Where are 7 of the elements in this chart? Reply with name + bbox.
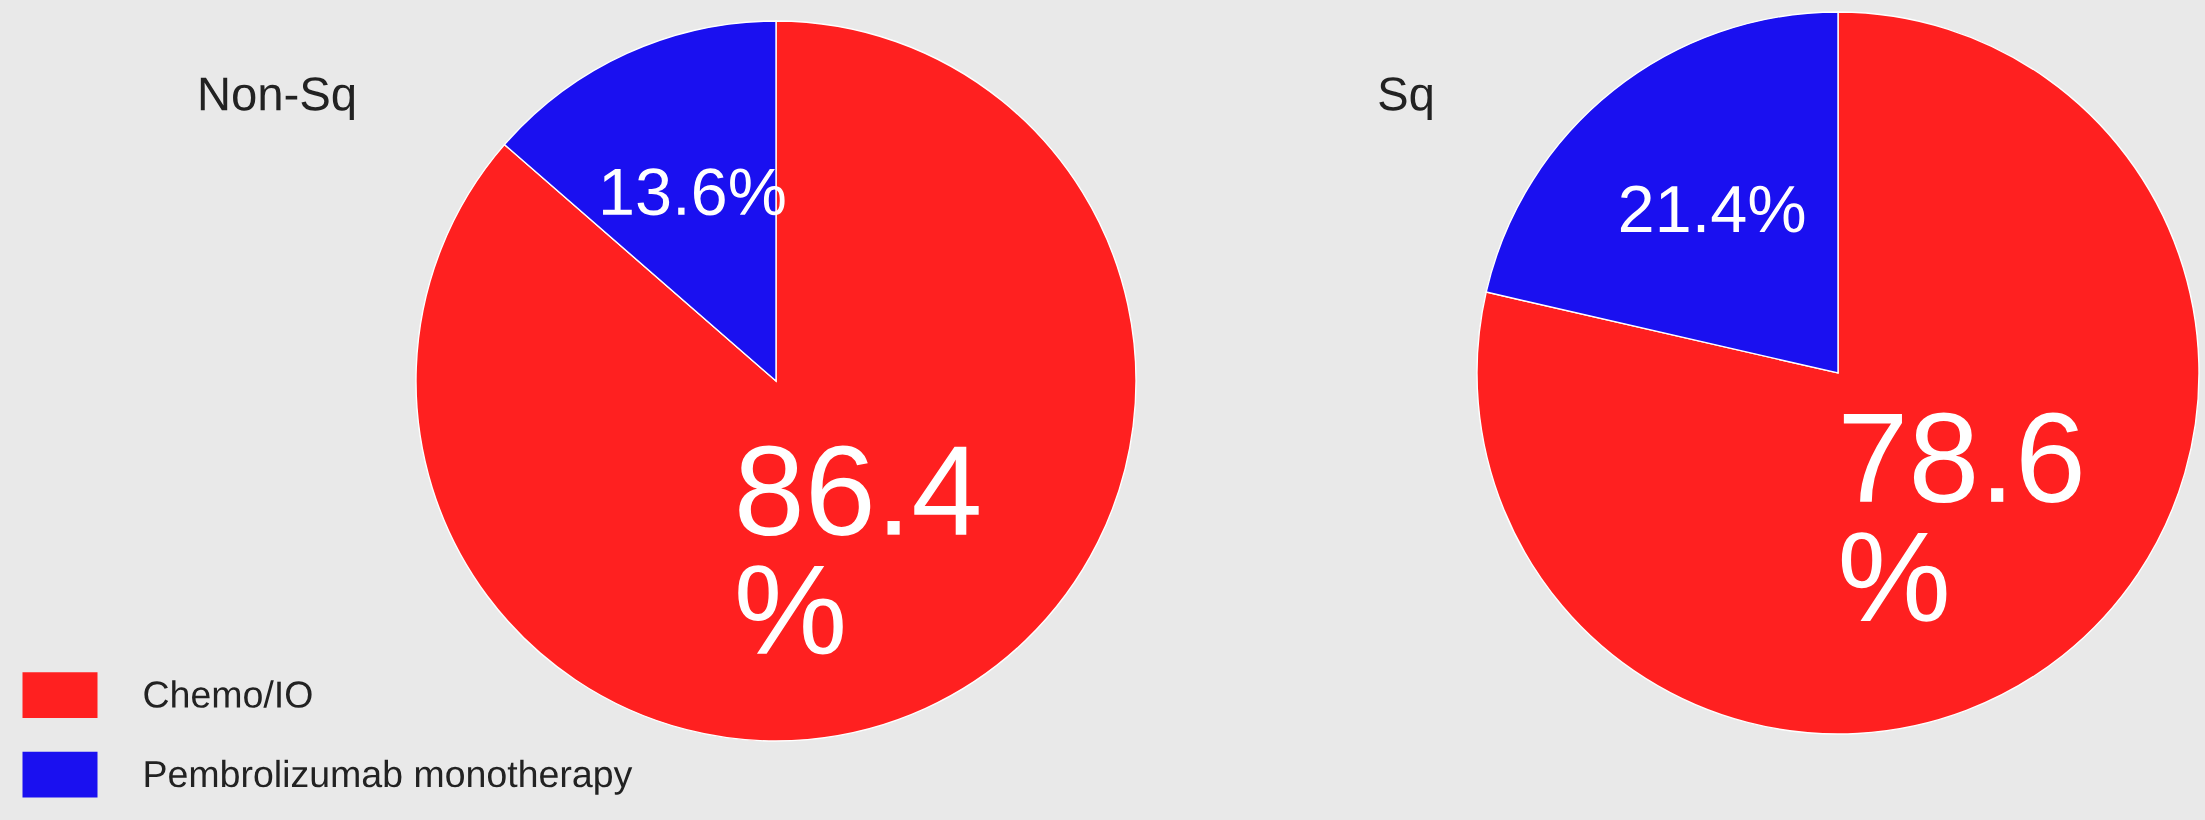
data-label: 86.4 % bbox=[738, 445, 979, 655]
data-label: 21.4% bbox=[1620, 185, 1805, 233]
data-label: 78.6 % bbox=[1841, 412, 2081, 622]
legend-label: Chemo/IO bbox=[144, 680, 312, 708]
text: Sq bbox=[1379, 77, 1432, 121]
text: Non-Sq bbox=[200, 77, 355, 121]
legend-label: Pembrolizumab monotherapy bbox=[145, 759, 633, 795]
